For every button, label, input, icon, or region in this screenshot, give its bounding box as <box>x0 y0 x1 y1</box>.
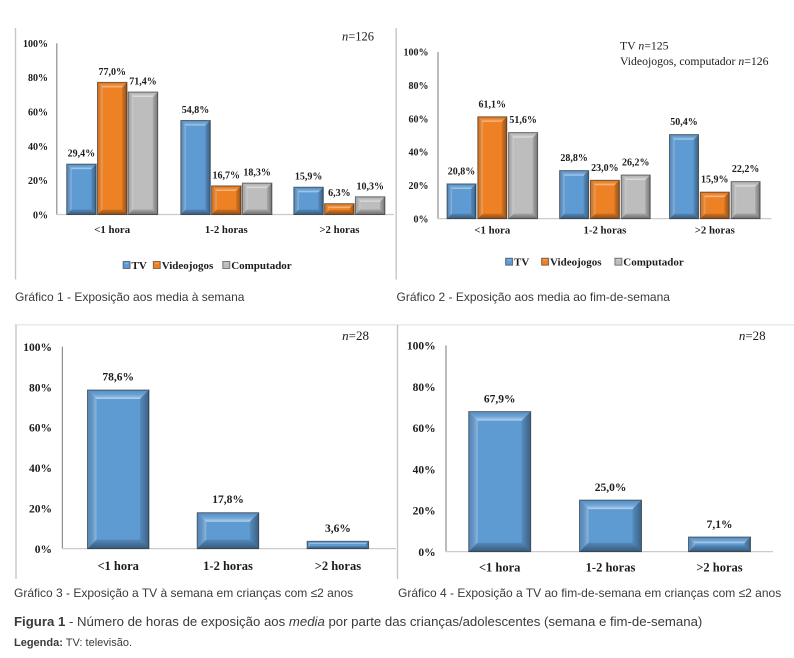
svg-text:Videojogos: Videojogos <box>550 257 602 269</box>
svg-text:0%: 0% <box>33 210 48 221</box>
svg-text:80%: 80% <box>29 382 52 394</box>
svg-text:Videojogos, computador n=126: Videojogos, computador n=126 <box>620 55 769 68</box>
svg-text:<1 hora: <1 hora <box>474 225 510 237</box>
svg-text:3,6%: 3,6% <box>325 523 351 535</box>
svg-text:80%: 80% <box>409 81 429 92</box>
svg-text:29,4%: 29,4% <box>68 149 96 160</box>
svg-text:23,0%: 23,0% <box>591 163 619 174</box>
svg-text:20,8%: 20,8% <box>448 166 476 177</box>
svg-text:15,9%: 15,9% <box>295 172 323 183</box>
svg-text:54,8%: 54,8% <box>182 105 210 116</box>
svg-text:26,2%: 26,2% <box>622 157 650 168</box>
svg-text:Computador: Computador <box>231 260 292 272</box>
svg-text:77,0%: 77,0% <box>98 67 126 78</box>
svg-text:40%: 40% <box>409 148 429 159</box>
svg-text:20%: 20% <box>28 176 48 187</box>
svg-text:n=126: n=126 <box>342 30 374 44</box>
svg-text:1-2 horas: 1-2 horas <box>583 225 626 237</box>
svg-text:80%: 80% <box>28 73 48 84</box>
svg-text:<1 hora: <1 hora <box>479 561 521 575</box>
svg-text:7,1%: 7,1% <box>707 519 733 531</box>
svg-text:1-2 horas: 1-2 horas <box>203 559 253 573</box>
svg-text:60%: 60% <box>28 108 48 119</box>
svg-text:50,4%: 50,4% <box>670 117 698 128</box>
svg-text:40%: 40% <box>28 142 48 153</box>
svg-text:<1 hora: <1 hora <box>97 559 139 573</box>
svg-text:18,3%: 18,3% <box>243 168 271 179</box>
svg-text:40%: 40% <box>29 463 52 475</box>
svg-text:100%: 100% <box>23 39 48 50</box>
svg-text:>2 horas: >2 horas <box>695 225 735 237</box>
svg-text:n=28: n=28 <box>342 328 369 343</box>
svg-text:Videojogos: Videojogos <box>162 260 214 272</box>
svg-text:80%: 80% <box>413 382 436 394</box>
svg-text:1-2 horas: 1-2 horas <box>205 224 248 236</box>
svg-text:28,8%: 28,8% <box>560 153 588 164</box>
svg-text:<1 hora: <1 hora <box>94 224 130 236</box>
svg-text:61,1%: 61,1% <box>479 99 507 110</box>
svg-text:TV: TV <box>132 260 147 272</box>
svg-text:20%: 20% <box>413 506 436 518</box>
svg-text:0%: 0% <box>414 214 429 225</box>
svg-text:6,3%: 6,3% <box>328 188 351 199</box>
svg-text:TV n=125: TV n=125 <box>620 40 669 53</box>
svg-text:60%: 60% <box>409 114 429 125</box>
svg-text:67,9%: 67,9% <box>484 394 516 406</box>
svg-text:TV: TV <box>514 257 529 269</box>
svg-text:0%: 0% <box>418 547 435 559</box>
svg-text:20%: 20% <box>409 181 429 192</box>
svg-text:20%: 20% <box>29 504 52 516</box>
svg-text:Computador: Computador <box>623 257 684 269</box>
svg-text:>2 horas: >2 horas <box>696 561 742 575</box>
svg-text:15,9%: 15,9% <box>701 175 729 186</box>
svg-text:>2 horas: >2 horas <box>315 559 361 573</box>
svg-text:>2 horas: >2 horas <box>319 224 359 236</box>
svg-text:0%: 0% <box>35 544 52 556</box>
svg-text:100%: 100% <box>407 341 436 353</box>
svg-text:40%: 40% <box>413 464 436 476</box>
svg-text:22,2%: 22,2% <box>732 164 760 175</box>
svg-text:1-2 horas: 1-2 horas <box>586 561 636 575</box>
svg-text:51,6%: 51,6% <box>509 115 537 126</box>
svg-text:10,3%: 10,3% <box>356 181 384 192</box>
svg-text:78,6%: 78,6% <box>102 371 134 383</box>
svg-text:17,8%: 17,8% <box>212 494 244 506</box>
svg-text:60%: 60% <box>413 423 436 435</box>
svg-text:71,4%: 71,4% <box>129 77 157 88</box>
svg-text:100%: 100% <box>404 48 429 59</box>
svg-text:16,7%: 16,7% <box>213 170 241 181</box>
svg-text:60%: 60% <box>29 423 52 435</box>
svg-text:100%: 100% <box>23 342 52 354</box>
svg-text:25,0%: 25,0% <box>595 482 627 494</box>
svg-text:n=28: n=28 <box>739 328 766 343</box>
